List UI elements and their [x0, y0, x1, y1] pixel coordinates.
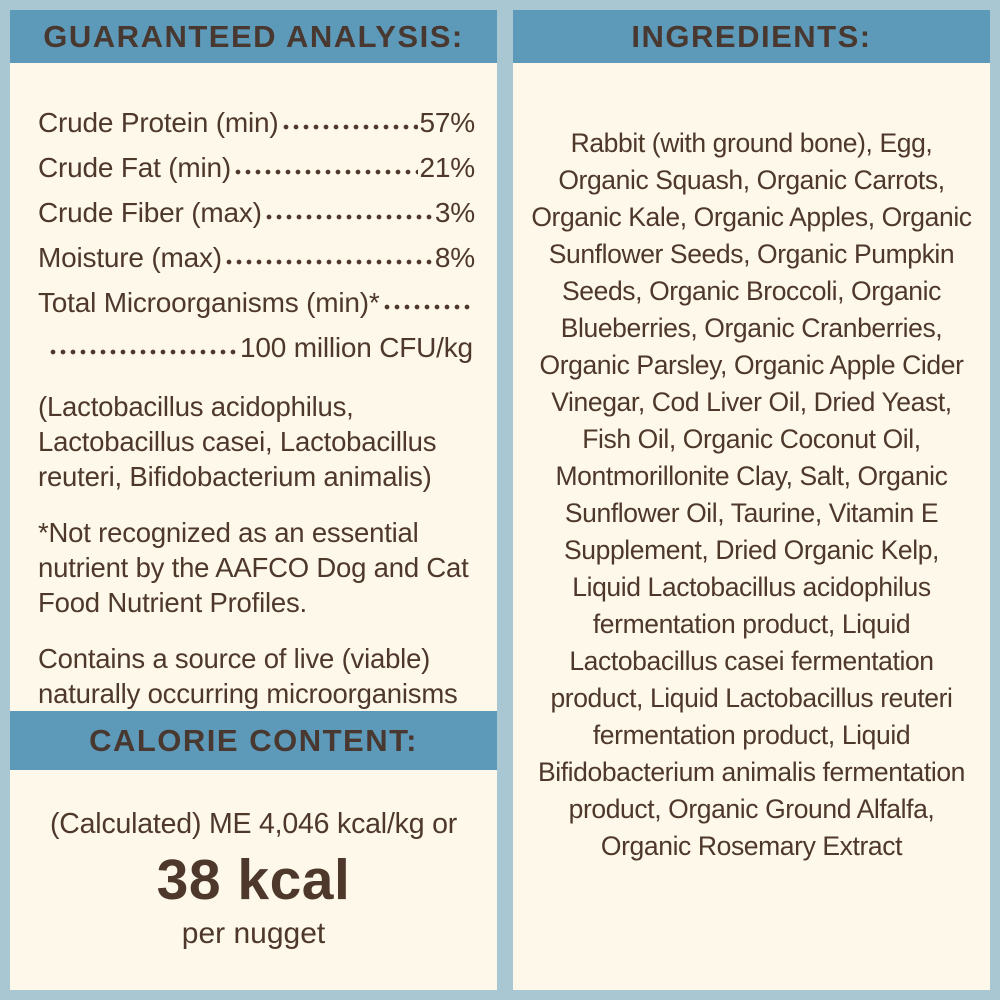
ingredients-list: Rabbit (with ground bone), Egg, Organic …: [531, 128, 972, 861]
ingredients-header: INGREDIENTS:: [513, 10, 990, 63]
analysis-value: 100 million CFU/kg: [240, 332, 473, 363]
analysis-row-microorganisms-value: 100 million CFU/kg: [38, 320, 475, 365]
calorie-value: 38 kcal: [156, 848, 351, 912]
calorie-content-panel: (Calculated) ME 4,046 kcal/kg or 38 kcal…: [10, 770, 497, 990]
analysis-value: 57%: [419, 107, 476, 138]
ingredients-title: INGREDIENTS:: [631, 18, 872, 54]
analysis-label: Crude Protein (min): [38, 107, 279, 138]
dot-leader: [233, 166, 418, 176]
analysis-label: Moisture (max): [38, 242, 222, 273]
aafco-footnote: *Not recognized as an essential nutrient…: [38, 517, 469, 618]
analysis-row-moisture: Moisture (max) 8%: [38, 230, 475, 275]
dot-leader: [381, 301, 473, 311]
analysis-row-crude-fiber: Crude Fiber (max) 3%: [38, 185, 475, 230]
guaranteed-analysis-header: GUARANTEED ANALYSIS:: [10, 10, 497, 63]
analysis-row-crude-protein: Crude Protein (min) 57%: [38, 95, 475, 140]
dot-leader: [223, 256, 433, 266]
dot-leader: [263, 211, 433, 221]
analysis-label: Crude Fiber (max): [38, 197, 262, 228]
analysis-label: Crude Fat (min): [38, 152, 232, 183]
microorganism-species-note: (Lactobacillus acidophilus, Lactobacillu…: [38, 391, 437, 492]
dot-leader: [48, 346, 238, 356]
calorie-content-header: CALORIE CONTENT:: [10, 711, 497, 770]
ingredients-panel: Rabbit (with ground bone), Egg, Organic …: [513, 63, 990, 990]
calorie-content-title: CALORIE CONTENT:: [89, 722, 418, 758]
dot-leader: [280, 121, 418, 131]
analysis-row-crude-fat: Crude Fat (min) 21%: [38, 140, 475, 185]
analysis-row-microorganisms: Total Microorganisms (min)*: [38, 275, 475, 320]
analysis-value: 21%: [419, 152, 476, 183]
analysis-value: 8%: [434, 242, 475, 273]
left-column: GUARANTEED ANALYSIS: Crude Protein (min)…: [10, 10, 497, 990]
guaranteed-analysis-panel: Crude Protein (min) 57% Crude Fat (min) …: [10, 63, 497, 711]
calorie-calculated-line: (Calculated) ME 4,046 kcal/kg or: [49, 808, 458, 840]
analysis-label: Total Microorganisms (min)*: [38, 287, 380, 318]
viable-microorganisms-note: Contains a source of live (viable) natur…: [38, 643, 458, 709]
right-column: INGREDIENTS: Rabbit (with ground bone), …: [513, 10, 990, 990]
guaranteed-analysis-title: GUARANTEED ANALYSIS:: [43, 18, 464, 54]
calorie-unit: per nugget: [181, 917, 326, 950]
analysis-value: 3%: [434, 197, 475, 228]
